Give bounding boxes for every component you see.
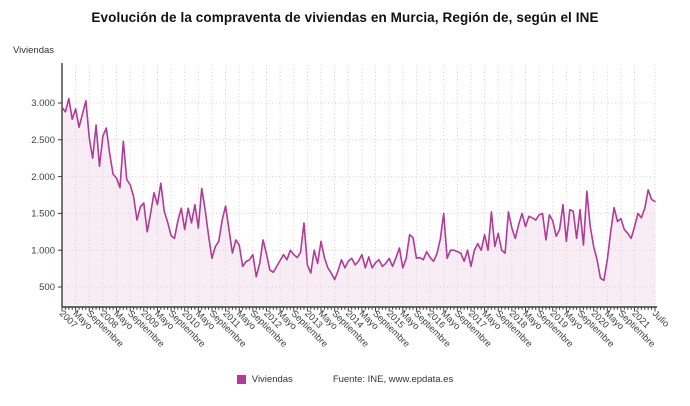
y-axis-title: Viviendas bbox=[13, 45, 55, 56]
legend: Viviendas Fuente: INE, www.epdata.es bbox=[0, 374, 690, 385]
y-tick-label: 1.000 bbox=[31, 245, 55, 256]
y-tick-label: 1.500 bbox=[31, 209, 55, 220]
y-tick-label: 2.000 bbox=[31, 172, 55, 183]
y-tick-label: 500 bbox=[39, 282, 55, 293]
x-tick-label: Julio bbox=[651, 308, 672, 329]
y-tick-label: 2.500 bbox=[31, 135, 55, 146]
legend-item-viviendas[interactable]: Viviendas bbox=[236, 374, 293, 385]
series-line-viviendas bbox=[61, 97, 656, 282]
legend-label: Viviendas bbox=[251, 374, 293, 385]
source-attribution: Fuente: INE, www.epdata.es bbox=[332, 374, 454, 385]
area-fill bbox=[62, 98, 655, 307]
chart-title: Evolución de la compraventa de viviendas… bbox=[91, 10, 599, 25]
y-tick-label: 3.000 bbox=[31, 98, 55, 109]
legend-swatch-icon bbox=[236, 375, 246, 384]
